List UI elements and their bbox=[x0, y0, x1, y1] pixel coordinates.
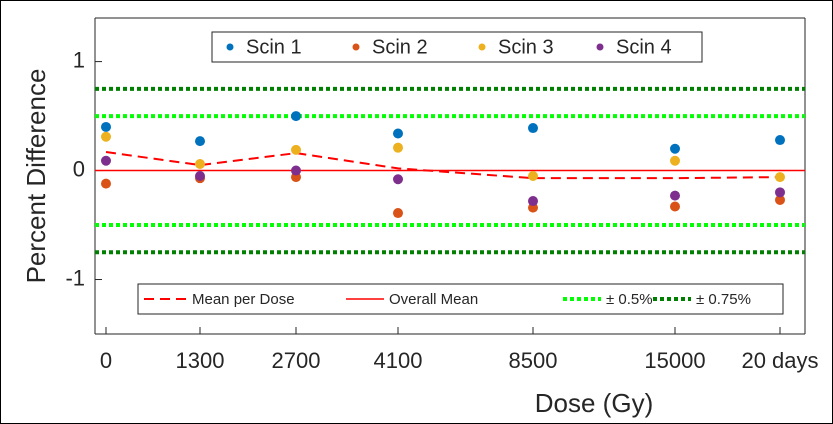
data-point bbox=[101, 131, 111, 142]
legend-box bbox=[211, 31, 703, 63]
data-point bbox=[775, 135, 785, 146]
x-tick-label: 0 bbox=[100, 348, 112, 373]
y-tick-label: -1 bbox=[65, 265, 85, 290]
data-point bbox=[291, 144, 301, 155]
data-point bbox=[393, 142, 403, 153]
data-point bbox=[775, 194, 785, 205]
legend-label: ± 0.75% bbox=[696, 291, 751, 308]
data-point bbox=[670, 143, 680, 154]
y-tick-label: 1 bbox=[73, 47, 85, 72]
legend-label: Overall Mean bbox=[389, 291, 478, 308]
legend-label: Scin 4 bbox=[616, 36, 672, 58]
x-tick-label: 15000 bbox=[644, 348, 705, 373]
legend-marker bbox=[352, 43, 360, 51]
legend-label: Scin 3 bbox=[498, 36, 554, 58]
data-point bbox=[393, 128, 403, 139]
x-tick-label: 20 days bbox=[741, 348, 818, 373]
y-axis-label: Percent Difference bbox=[21, 69, 51, 284]
plot-area bbox=[95, 18, 805, 334]
data-point bbox=[775, 187, 785, 198]
data-point bbox=[195, 159, 205, 170]
legend-label: Scin 2 bbox=[372, 36, 428, 58]
legend-label: ± 0.5% bbox=[606, 291, 653, 308]
legend-marker bbox=[596, 43, 604, 51]
data-point bbox=[528, 123, 538, 134]
y-tick-label: 0 bbox=[73, 156, 85, 181]
data-point bbox=[195, 136, 205, 147]
legend-marker bbox=[226, 43, 234, 51]
data-point bbox=[393, 208, 403, 219]
data-point bbox=[291, 165, 301, 176]
x-tick-label: 1300 bbox=[176, 348, 225, 373]
x-axis-label: Dose (Gy) bbox=[535, 388, 653, 418]
legend-label: Scin 1 bbox=[246, 36, 302, 58]
data-point bbox=[291, 111, 301, 122]
data-point bbox=[670, 190, 680, 201]
data-point bbox=[101, 155, 111, 166]
data-point bbox=[670, 201, 680, 212]
data-point bbox=[195, 171, 205, 181]
data-point bbox=[101, 121, 111, 132]
x-tick-label: 4100 bbox=[374, 348, 423, 373]
legend-marker bbox=[478, 43, 486, 51]
data-point bbox=[101, 178, 111, 189]
x-tick-label: 8500 bbox=[509, 348, 558, 373]
data-point bbox=[775, 172, 785, 183]
data-point bbox=[670, 155, 680, 166]
data-point bbox=[528, 171, 538, 181]
legend-label: Mean per Dose bbox=[192, 291, 295, 308]
x-tick-label: 2700 bbox=[272, 348, 321, 373]
mean-line bbox=[105, 151, 781, 180]
data-point bbox=[528, 196, 538, 207]
data-point bbox=[393, 174, 403, 185]
